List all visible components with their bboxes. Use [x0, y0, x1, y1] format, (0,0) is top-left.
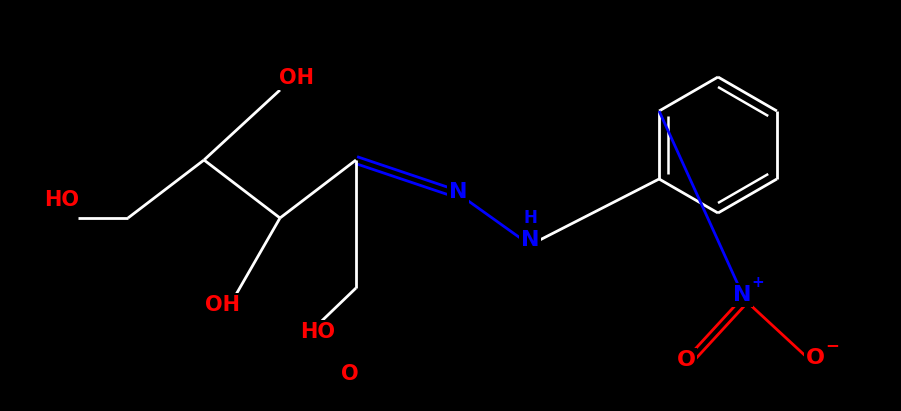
Text: +: +	[751, 275, 764, 289]
Text: N: N	[521, 230, 540, 250]
Text: N: N	[733, 285, 751, 305]
Text: HO: HO	[301, 322, 335, 342]
Text: OH: OH	[279, 68, 314, 88]
Text: HO: HO	[44, 190, 79, 210]
Text: N: N	[449, 182, 468, 202]
Text: O: O	[677, 350, 696, 370]
Text: H: H	[523, 209, 537, 227]
Text: O: O	[341, 364, 359, 384]
Text: O: O	[805, 348, 824, 368]
Text: −: −	[825, 336, 839, 354]
Text: OH: OH	[205, 295, 240, 315]
